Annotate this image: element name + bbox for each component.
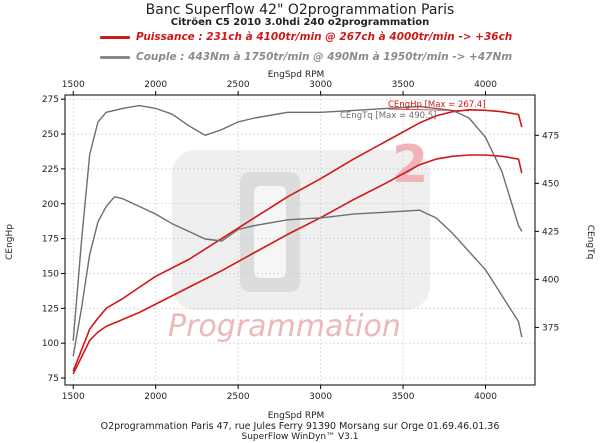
annotation-hp-leader	[387, 108, 470, 112]
series-line-4	[72, 196, 523, 357]
x-tick-label-top: 3500	[392, 80, 415, 90]
x-tick-label-bottom: 3000	[309, 392, 332, 402]
x-tick-label-top: 2500	[227, 80, 250, 90]
watermark-text: Programmation	[168, 309, 401, 344]
chart-subtitle: Citröen C5 2010 3.0hdi 240 o2programmati…	[170, 17, 430, 28]
series-line-1	[72, 109, 523, 372]
y-tick-label-right: 450	[542, 179, 559, 189]
x-tick-label-top: 2000	[144, 80, 167, 90]
y-tick-label-right: 400	[542, 275, 559, 285]
x-tick-label-top: 3000	[309, 80, 332, 90]
y-axis-label-left: CEngHp	[5, 224, 15, 260]
series-group	[72, 104, 523, 375]
legend-swatch-power	[100, 35, 130, 39]
footer-software: SuperFlow WinDyn™ V3.1	[241, 432, 359, 442]
annotation-hp-max: CEngHp [Max = 267.4]	[388, 100, 486, 110]
x-tick-label-bottom: 3500	[392, 392, 415, 402]
legend-item-torque: Couple : 443Nm à 1750tr/min @ 490Nm à 19…	[100, 50, 512, 64]
x-tick-label-top: 1500	[62, 80, 85, 90]
legend-item-power: Puissance : 231ch à 4100tr/min @ 267ch à…	[100, 30, 512, 44]
watermark: 2 Programmation	[168, 135, 430, 344]
y-tick-label-left: 200	[42, 200, 59, 210]
y-tick-label-right: 425	[542, 227, 559, 237]
footer-address: O2programmation Paris 47, rue Jules Ferr…	[100, 421, 500, 432]
x-tick-label-bottom: 2500	[227, 392, 250, 402]
watermark-two: 2	[392, 135, 428, 195]
plot-frame	[64, 94, 536, 386]
y-tick-label-left: 250	[42, 130, 59, 140]
grid	[65, 95, 535, 385]
watermark-frame	[172, 150, 430, 310]
legend-label-power: Puissance : 231ch à 4100tr/min @ 267ch à…	[136, 31, 513, 43]
x-tick-label-bottom: 1500	[62, 392, 85, 402]
y-tick-label-right: 475	[542, 131, 559, 141]
y-axis-label-right: CEngTq	[585, 225, 595, 260]
y-tick-label-left: 275	[42, 95, 59, 105]
series-line-2	[72, 154, 523, 375]
x-axis-label-top: EngSpd RPM	[268, 70, 325, 80]
legend-label-torque: Couple : 443Nm à 1750tr/min @ 490Nm à 19…	[136, 51, 513, 63]
x-tick-label-bottom: 2000	[144, 392, 167, 402]
x-axis-label-bottom: EngSpd RPM	[268, 411, 325, 421]
legend-swatch-torque	[100, 55, 130, 59]
y-tick-label-left: 150	[42, 269, 59, 279]
series-line-3	[72, 104, 523, 341]
y-tick-label-left: 125	[42, 304, 59, 314]
chart-title: Banc Superflow 42" O2programmation Paris	[145, 2, 455, 18]
x-tick-label-top: 4000	[474, 80, 497, 90]
y-tick-label-left: 100	[42, 339, 59, 349]
y-tick-label-left: 225	[42, 165, 59, 175]
watermark-inner-hole	[254, 186, 286, 278]
annotations: CEngHp [Max = 267.4]CEngTq [Max = 490.5]	[340, 100, 486, 121]
y-tick-label-left: 175	[42, 235, 59, 245]
annotation-tq-max: CEngTq [Max = 490.5]	[340, 111, 436, 121]
y-tick-label-left: 75	[48, 374, 59, 384]
axes: 1500 1500 2000 2000 2500 2500 3000 3000 3500 3500…	[42, 80, 560, 402]
x-tick-label-bottom: 4000	[474, 392, 497, 402]
y-tick-label-right: 375	[542, 323, 559, 333]
